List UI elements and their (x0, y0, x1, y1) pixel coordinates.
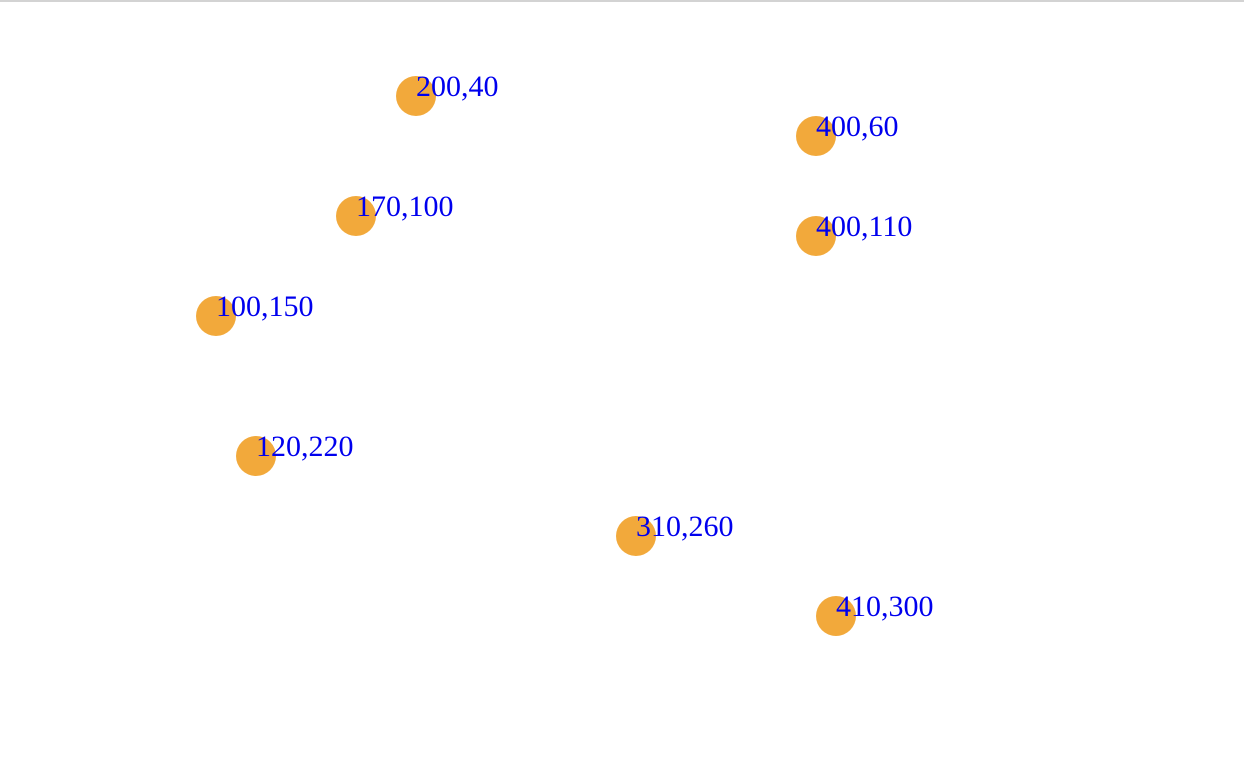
scatter-point (396, 76, 436, 116)
point-label: 200,40 (416, 70, 499, 103)
point-label: 410,300 (836, 590, 934, 623)
points-layer: 200,40 400,60 170,100 400,110 100,150 120,220… (196, 70, 934, 636)
scatter-point (196, 296, 236, 336)
scatter-point (816, 596, 856, 636)
point-label: 120,220 (256, 430, 354, 463)
point-label: 400,110 (816, 210, 912, 243)
scatter-point (796, 116, 836, 156)
scatter-point (796, 216, 836, 256)
point-label: 100,150 (216, 290, 314, 323)
point-label: 400,60 (816, 110, 899, 143)
scatter-point (236, 436, 276, 476)
point-label: 170,100 (356, 190, 454, 223)
scatter-point (336, 196, 376, 236)
scatter-point (616, 516, 656, 556)
top-divider (0, 0, 1244, 2)
point-label: 310,260 (636, 510, 734, 543)
